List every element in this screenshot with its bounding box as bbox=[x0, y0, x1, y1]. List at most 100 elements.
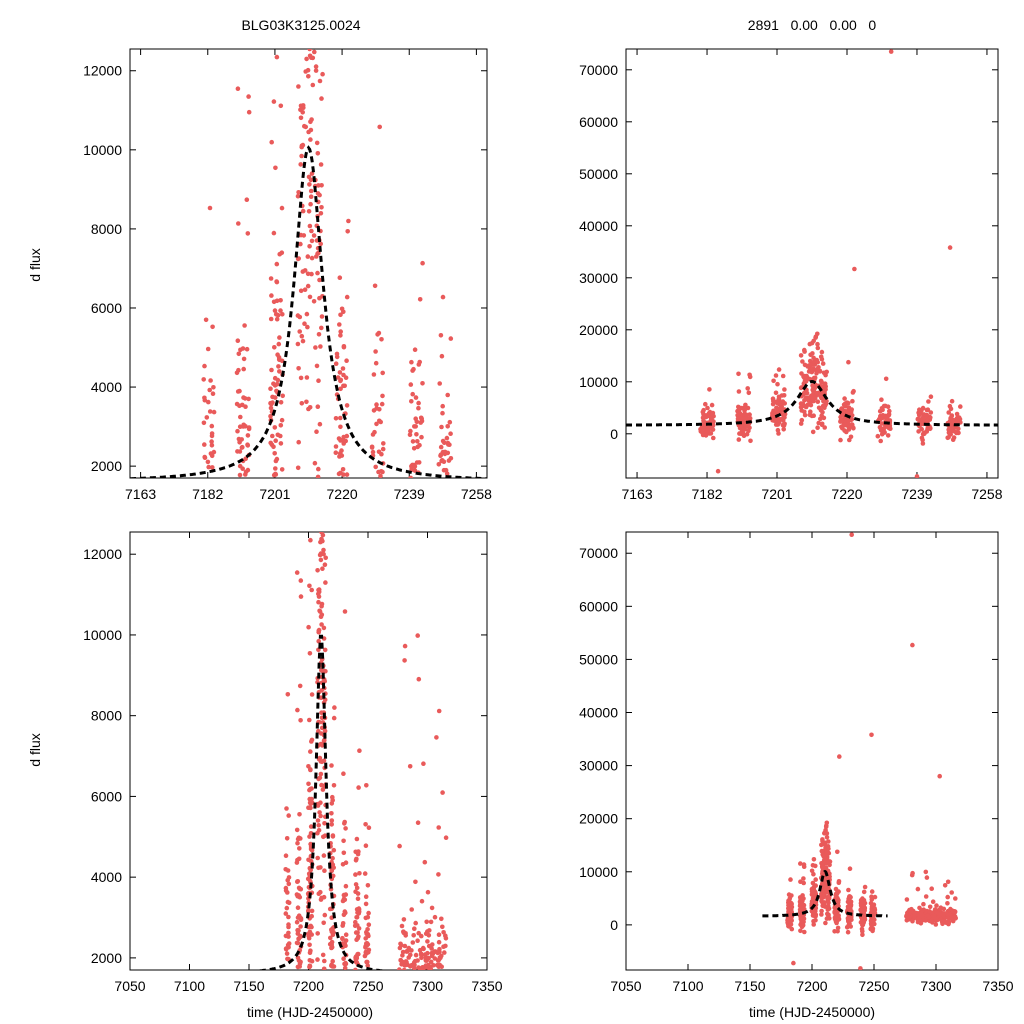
data-point bbox=[276, 341, 282, 347]
data-point bbox=[329, 763, 334, 768]
data-point bbox=[307, 182, 312, 187]
data-point bbox=[436, 939, 442, 945]
data-point bbox=[309, 171, 315, 176]
data-point bbox=[411, 446, 417, 451]
data-point bbox=[245, 443, 251, 448]
data-point bbox=[930, 920, 935, 925]
data-point bbox=[234, 401, 240, 407]
data-point bbox=[849, 407, 854, 412]
data-point bbox=[242, 396, 248, 401]
data-point bbox=[705, 427, 711, 433]
data-point bbox=[824, 835, 830, 840]
y-tick-label: 60000 bbox=[579, 598, 618, 614]
data-point bbox=[424, 919, 430, 925]
data-point bbox=[241, 356, 247, 362]
y-tick-label: 40000 bbox=[579, 218, 618, 234]
data-point bbox=[366, 825, 372, 830]
data-point bbox=[306, 781, 311, 787]
y-tick-label: 2000 bbox=[91, 458, 122, 474]
data-point bbox=[338, 333, 343, 338]
data-point bbox=[317, 192, 322, 198]
data-point bbox=[330, 925, 336, 931]
data-point bbox=[709, 402, 715, 408]
data-point bbox=[315, 855, 321, 861]
data-point bbox=[283, 853, 289, 858]
data-point bbox=[878, 438, 883, 444]
data-point bbox=[305, 283, 311, 289]
data-point bbox=[820, 361, 826, 366]
data-point bbox=[299, 401, 305, 406]
data-point bbox=[318, 241, 324, 247]
data-point bbox=[322, 868, 327, 873]
data-point bbox=[244, 197, 250, 202]
data-point bbox=[295, 836, 301, 842]
data-point bbox=[736, 437, 742, 442]
data-point bbox=[443, 936, 449, 941]
data-point bbox=[809, 369, 815, 375]
data-point bbox=[401, 967, 407, 970]
data-point bbox=[295, 840, 300, 846]
data-point bbox=[951, 435, 957, 440]
data-point bbox=[272, 383, 278, 388]
data-point bbox=[812, 883, 818, 889]
data-point bbox=[815, 331, 820, 337]
data-point bbox=[707, 387, 712, 392]
data-point bbox=[286, 881, 292, 887]
data-point bbox=[309, 913, 315, 919]
data-point bbox=[345, 229, 351, 234]
data-point bbox=[781, 427, 786, 432]
data-point bbox=[316, 594, 322, 599]
data-point bbox=[398, 941, 403, 947]
data-point bbox=[868, 926, 874, 931]
data-point bbox=[941, 906, 947, 912]
data-point bbox=[950, 915, 955, 921]
data-point bbox=[413, 920, 419, 926]
data-point bbox=[279, 205, 285, 211]
data-point bbox=[246, 109, 252, 115]
data-point bbox=[308, 201, 313, 207]
data-point bbox=[341, 956, 346, 961]
data-point bbox=[294, 860, 300, 865]
data-point bbox=[404, 949, 409, 954]
data-point bbox=[274, 456, 280, 462]
y-tick-label: 10000 bbox=[579, 374, 618, 390]
data-point bbox=[786, 906, 791, 911]
data-point bbox=[845, 929, 851, 935]
data-point bbox=[419, 416, 425, 422]
data-point bbox=[947, 403, 953, 409]
data-point bbox=[417, 947, 423, 953]
data-point bbox=[379, 401, 385, 407]
y-tick-label: 60000 bbox=[579, 114, 618, 130]
data-point bbox=[919, 426, 924, 432]
data-point bbox=[286, 930, 291, 936]
plot-frame bbox=[625, 48, 999, 479]
data-point bbox=[296, 366, 301, 371]
data-point bbox=[322, 728, 328, 734]
data-point bbox=[440, 410, 445, 416]
data-point bbox=[374, 402, 379, 407]
data-point bbox=[321, 625, 327, 631]
data-point bbox=[875, 433, 881, 439]
data-point bbox=[708, 431, 714, 436]
data-point bbox=[298, 718, 303, 723]
data-point bbox=[945, 901, 950, 906]
data-point bbox=[277, 251, 283, 257]
data-point bbox=[341, 771, 346, 776]
data-point bbox=[353, 849, 359, 855]
data-point bbox=[306, 209, 312, 214]
data-point bbox=[319, 325, 324, 331]
data-point bbox=[416, 676, 422, 682]
data-point bbox=[330, 798, 336, 803]
x-tick-label: 7150 bbox=[233, 978, 264, 994]
data-point bbox=[246, 396, 251, 402]
x-tick-label: 7250 bbox=[858, 978, 889, 994]
data-point bbox=[775, 422, 780, 427]
data-point bbox=[408, 475, 413, 478]
data-point bbox=[306, 129, 311, 135]
data-point bbox=[820, 900, 825, 905]
data-point bbox=[308, 841, 313, 847]
y-tick-label: 50000 bbox=[579, 651, 618, 667]
data-point bbox=[211, 409, 217, 415]
data-point bbox=[312, 460, 318, 466]
data-point bbox=[443, 835, 449, 840]
